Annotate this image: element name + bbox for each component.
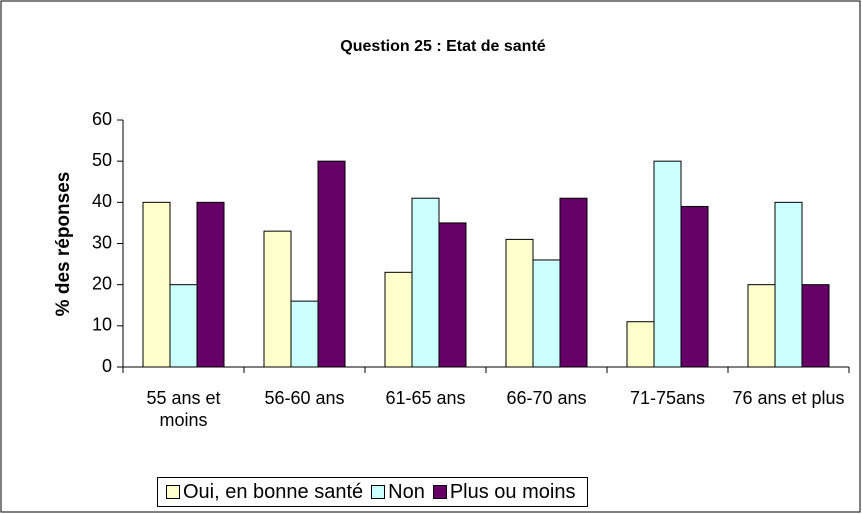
- legend-label: Oui, en bonne santé: [183, 480, 364, 503]
- x-tick-label: 61-65 ans: [385, 388, 466, 408]
- legend-swatch: [371, 485, 386, 499]
- y-tick-label: 0: [102, 356, 112, 376]
- bar: [411, 197, 440, 368]
- legend-item: Oui, en bonne santé: [164, 481, 363, 504]
- y-tick-label: 50: [92, 150, 112, 170]
- bar: [290, 300, 319, 368]
- y-tick-label: 10: [92, 315, 112, 335]
- legend-label: Plus ou moins: [449, 480, 576, 503]
- legend-swatch: [166, 485, 180, 499]
- chart-title: Question 25 : Etat de santé: [340, 38, 545, 55]
- x-tick-label: 56-60 ans: [264, 388, 345, 408]
- bar: [317, 160, 346, 368]
- x-tick-label: 71-75ans: [629, 388, 706, 408]
- legend-label: Non: [388, 480, 425, 503]
- bar: [680, 205, 709, 368]
- bar: [196, 201, 225, 368]
- legend: Oui, en bonne santé Non Plus ou moins: [157, 477, 589, 507]
- bar: [505, 238, 534, 368]
- y-tick-label: 20: [92, 273, 112, 293]
- bar: [747, 284, 776, 368]
- bar: [801, 284, 830, 368]
- bar: [559, 197, 588, 368]
- bar: [626, 321, 655, 368]
- bar: [384, 271, 413, 368]
- x-tick-label: 55 ans et moins: [146, 388, 221, 430]
- x-tick-label: 66-70 ans: [506, 388, 587, 408]
- x-tick-label: 76 ans et plus: [732, 388, 845, 408]
- bar: [532, 259, 561, 368]
- bar: [774, 201, 803, 368]
- y-tick-label: 30: [92, 232, 112, 252]
- y-tick-label: 60: [92, 109, 112, 129]
- legend-item: Plus ou moins: [431, 480, 576, 504]
- y-tick-label: 40: [92, 191, 112, 211]
- legend-item: Non: [369, 481, 425, 504]
- bar: [438, 222, 467, 368]
- bar: [142, 201, 171, 368]
- y-axis-label: % des réponses: [53, 172, 74, 317]
- bar: [169, 284, 198, 368]
- legend-swatch: [432, 485, 447, 499]
- bar: [653, 160, 682, 368]
- bar: [263, 230, 292, 368]
